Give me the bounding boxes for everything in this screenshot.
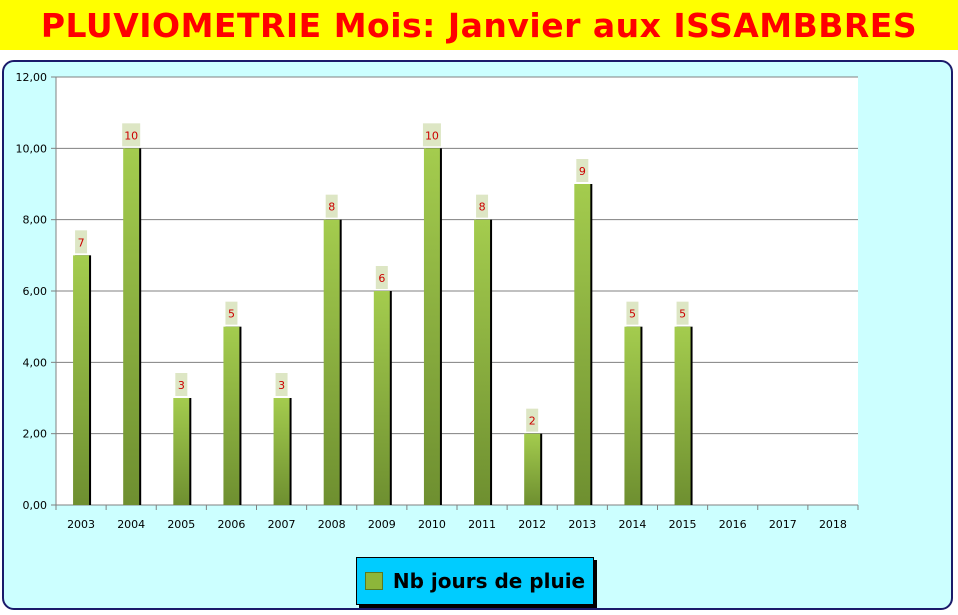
x-tick-label: 2014 xyxy=(618,518,646,531)
data-label: 7 xyxy=(78,236,85,249)
legend-label: Nb jours de pluie xyxy=(392,569,586,593)
y-tick-label: 8,00 xyxy=(23,214,48,227)
x-tick-label: 2010 xyxy=(418,518,446,531)
bar xyxy=(173,398,190,505)
data-label: 8 xyxy=(479,201,486,214)
y-tick-label: 12,00 xyxy=(16,71,48,84)
data-label: 10 xyxy=(425,129,439,142)
data-label-box xyxy=(375,266,388,289)
x-tick-label: 2017 xyxy=(769,518,797,531)
data-label-box xyxy=(476,194,489,218)
bar xyxy=(674,326,691,505)
legend: Nb jours de pluie xyxy=(356,557,594,605)
data-label: 9 xyxy=(579,165,586,178)
data-label: 2 xyxy=(529,415,536,428)
data-label-box xyxy=(275,373,288,396)
x-tick-label: 2005 xyxy=(167,518,195,531)
x-tick-label: 2018 xyxy=(819,518,847,531)
chart-title: PLUVIOMETRIE Mois: Janvier aux ISSAMBBRE… xyxy=(40,5,918,45)
bar xyxy=(474,219,491,505)
data-label-box xyxy=(422,123,441,147)
bar xyxy=(624,326,641,505)
data-label: 3 xyxy=(278,379,285,392)
bar xyxy=(373,291,390,505)
data-label: 6 xyxy=(378,272,385,285)
title-bar: PLUVIOMETRIE Mois: Janvier aux ISSAMBBRE… xyxy=(0,0,958,50)
bar xyxy=(273,398,290,505)
y-tick-label: 4,00 xyxy=(23,356,48,369)
y-tick-label: 6,00 xyxy=(23,285,48,298)
data-label-box xyxy=(122,123,141,147)
data-label-box xyxy=(676,301,689,325)
bars xyxy=(73,148,693,506)
y-tick-label: 10,00 xyxy=(16,142,48,155)
x-tick-label: 2016 xyxy=(719,518,747,531)
x-tick-label: 2004 xyxy=(117,518,145,531)
x-tick-label: 2013 xyxy=(568,518,596,531)
bar xyxy=(423,148,440,506)
x-tick-label: 2007 xyxy=(268,518,296,531)
data-label-box xyxy=(526,408,539,432)
bar xyxy=(223,326,240,505)
x-tick-label: 2015 xyxy=(669,518,697,531)
data-label-box xyxy=(576,159,589,182)
x-tick-label: 2011 xyxy=(468,518,496,531)
bar xyxy=(323,219,340,505)
bar xyxy=(574,184,591,505)
data-label: 10 xyxy=(124,129,138,142)
data-label: 5 xyxy=(228,308,235,321)
x-tick-label: 2008 xyxy=(318,518,346,531)
data-label-box xyxy=(325,194,338,218)
y-tick-label: 0,00 xyxy=(23,499,48,512)
bar xyxy=(123,148,140,506)
axes: 0,00 2,00 4,00 6,00 8,00 10,00 12,00 2003 2004 20… xyxy=(16,71,859,531)
x-tick-label: 2009 xyxy=(368,518,396,531)
data-label: 3 xyxy=(178,379,185,392)
data-labels: 7 10 3 5 3 8 6 10 8 2 9 5 5 xyxy=(75,123,689,432)
data-label: 5 xyxy=(629,308,636,321)
data-label-box xyxy=(75,230,88,254)
data-label-box xyxy=(225,301,238,325)
y-tick-label: 2,00 xyxy=(23,428,48,441)
legend-swatch-icon xyxy=(364,572,383,590)
data-label: 8 xyxy=(328,201,335,214)
x-tick-label: 2006 xyxy=(217,518,245,531)
data-label: 5 xyxy=(679,308,686,321)
bar xyxy=(73,255,90,505)
data-label-box xyxy=(175,373,188,396)
x-tick-label: 2012 xyxy=(518,518,546,531)
data-label-box xyxy=(626,301,639,325)
bar xyxy=(524,433,541,505)
x-tick-label: 2003 xyxy=(67,518,95,531)
